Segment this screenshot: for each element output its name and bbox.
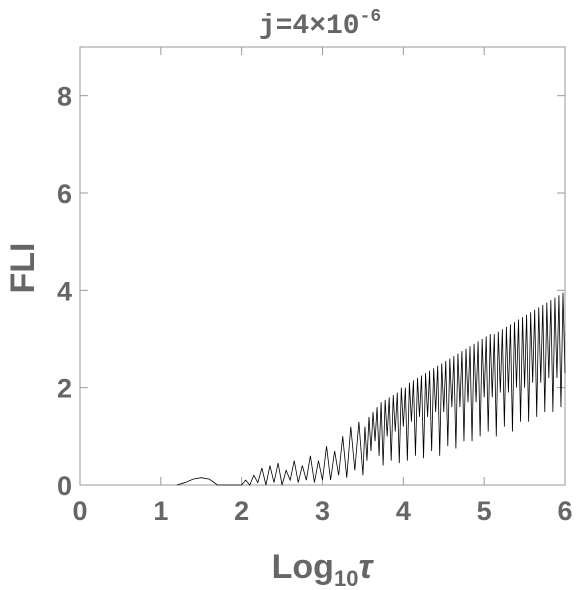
xlabel-subscript: 10 <box>334 566 358 590</box>
y-tick-label: 8 <box>57 82 72 112</box>
x-tick-label: 2 <box>234 496 249 526</box>
x-tick-label: 6 <box>557 496 572 526</box>
x-tick-label: 3 <box>315 496 330 526</box>
y-tick-label: 4 <box>57 276 72 306</box>
y-tick-label: 0 <box>57 471 72 501</box>
xlabel-suffix: τ <box>358 548 374 586</box>
title-text: j=4×10 <box>259 11 360 42</box>
title-superscript: -6 <box>360 7 382 27</box>
xlabel-text: Log <box>272 548 334 586</box>
data-line <box>176 292 566 486</box>
x-tick-label: 5 <box>477 496 492 526</box>
plot-frame <box>79 46 566 486</box>
x-tick-label: 4 <box>396 496 411 526</box>
y-axis-label: FLI <box>4 243 42 294</box>
x-tick-label: 0 <box>72 496 87 526</box>
chart-title: j=4×10-6 <box>259 7 381 42</box>
x-axis-label: Log10τ <box>272 548 375 590</box>
y-tick-label: 6 <box>57 179 72 209</box>
x-tick-label: 1 <box>153 496 168 526</box>
y-tick-label: 2 <box>57 374 72 404</box>
